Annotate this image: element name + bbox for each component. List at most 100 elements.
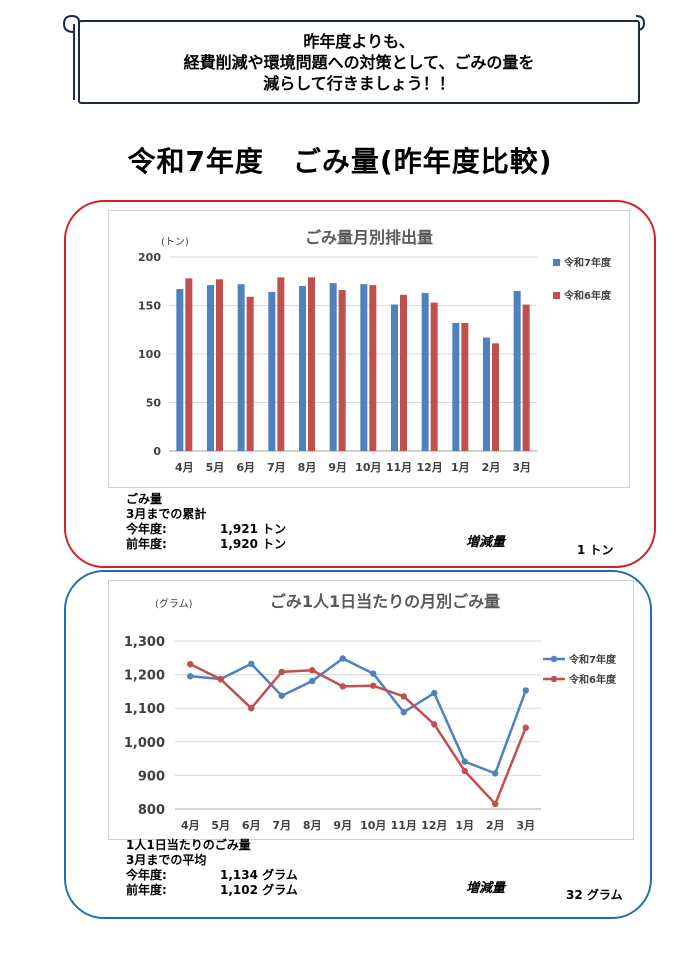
legend-swatch xyxy=(553,292,560,299)
y-axis-unit: (トン) xyxy=(161,237,189,248)
previous-year-value: 1,102 グラム xyxy=(220,883,298,897)
data-point xyxy=(309,677,316,685)
bar xyxy=(246,296,254,451)
previous-year-label: 前年度: xyxy=(126,537,167,551)
bar xyxy=(338,289,346,451)
y-tick-label: 1,100 xyxy=(124,702,165,717)
y-tick-label: 150 xyxy=(138,300,161,313)
stats-title: 1人1日当たりのごみ量 xyxy=(126,838,251,852)
legend-label: 令和6年度 xyxy=(568,673,617,686)
data-point xyxy=(339,683,346,690)
chart-title: ごみ量月別排出量 xyxy=(305,228,433,247)
x-tick-label: 1月 xyxy=(451,461,470,474)
x-tick-label: 11月 xyxy=(391,819,417,832)
data-point xyxy=(400,693,407,700)
bar xyxy=(299,286,306,451)
page-title: 令和7年度 ごみ量(昨年度比較) xyxy=(127,145,553,178)
x-tick-label: 9月 xyxy=(333,819,352,832)
diff-value: 1 トン xyxy=(577,543,614,557)
banner-line-2: 経費削減や環境問題への対策として、ごみの量を xyxy=(183,52,535,72)
stats-title: ごみ量 xyxy=(126,492,163,506)
bar xyxy=(268,291,276,451)
waste-amount-panel xyxy=(64,200,656,568)
per-capita-panel xyxy=(64,570,652,919)
stats-subtitle: 3月までの累計 xyxy=(126,507,207,521)
diff-label: 増減量 xyxy=(466,881,506,896)
y-tick-label: 800 xyxy=(138,803,165,818)
bar xyxy=(461,322,469,451)
bar xyxy=(492,343,499,451)
x-tick-label: 5月 xyxy=(211,819,230,832)
legend-swatch xyxy=(553,259,560,266)
data-point xyxy=(431,721,438,728)
x-tick-label: 6月 xyxy=(236,461,255,474)
bar xyxy=(513,290,521,451)
data-point xyxy=(278,692,285,699)
diff-value: 32 グラム xyxy=(566,888,623,902)
bar xyxy=(277,277,285,451)
bar xyxy=(207,285,214,451)
current-year-value: 1,921 トン xyxy=(220,522,287,536)
stats-subtitle: 3月までの平均 xyxy=(126,853,207,867)
current-year-label: 今年度: xyxy=(126,868,167,882)
monthly-waste-chart-box: ごみ量月別排出量 (トン) 0 50 100 150 200 4月 5月 6月 7月 8月 9月 10月 1… xyxy=(108,210,630,488)
data-point xyxy=(278,668,285,676)
per-capita-line-chart: ごみ1人1日当たりの月別ごみ量 (グラム) 800 900 1,000 1,100 1,20… xyxy=(124,592,617,832)
bar xyxy=(360,284,368,451)
bar xyxy=(308,277,315,451)
bar xyxy=(216,279,223,451)
bar xyxy=(329,283,337,451)
notice-banner: 昨年度よりも、 経費削減や環境問題への対策として、ごみの量を 減らして行きましょ… xyxy=(78,20,640,104)
legend-marker xyxy=(550,655,558,663)
x-tick-label: 7月 xyxy=(267,461,286,474)
legend-label: 令和7年度 xyxy=(563,256,612,269)
x-tick-label: 10月 xyxy=(360,819,386,832)
bar xyxy=(237,284,245,451)
bar xyxy=(369,285,377,451)
diff-label: 増減量 xyxy=(466,535,506,550)
data-point xyxy=(461,758,468,765)
x-tick-label: 3月 xyxy=(516,819,535,832)
x-tick-label: 8月 xyxy=(303,819,322,832)
banner-line-3: 減らして行きましょう！！ xyxy=(263,73,455,93)
bar xyxy=(391,304,398,451)
data-point xyxy=(461,767,468,775)
y-tick-label: 200 xyxy=(138,251,161,264)
current-year-label: 今年度: xyxy=(126,522,167,536)
x-tick-label: 5月 xyxy=(206,461,225,474)
x-tick-label: 4月 xyxy=(181,819,200,832)
legend-label: 令和7年度 xyxy=(568,653,617,666)
current-year-value: 1,134 グラム xyxy=(220,868,298,882)
data-point xyxy=(248,660,255,668)
y-tick-label: 1,300 xyxy=(124,635,165,650)
data-point xyxy=(400,709,407,716)
bar xyxy=(452,322,460,451)
y-tick-label: 50 xyxy=(146,397,162,410)
data-point xyxy=(370,670,377,677)
x-tick-label: 1月 xyxy=(455,819,474,832)
bar xyxy=(421,292,429,451)
x-tick-label: 12月 xyxy=(417,461,443,474)
per-capita-chart-box: ごみ1人1日当たりの月別ごみ量 (グラム) 800 900 1,000 1,100 1,20… xyxy=(108,580,634,840)
x-tick-label: 10月 xyxy=(355,461,381,474)
monthly-waste-bar-chart: ごみ量月別排出量 (トン) 0 50 100 150 200 4月 5月 6月 7月 8月 9月 10月 1… xyxy=(138,228,612,474)
x-tick-label: 4月 xyxy=(175,461,194,474)
bar xyxy=(176,289,184,451)
waste-total-stats: ごみ量 3月までの累計 今年度: 1,921 トン 前年度: 1,920 トン xyxy=(126,492,286,552)
x-tick-label: 6月 xyxy=(242,819,261,832)
x-tick-label: 12月 xyxy=(421,819,447,832)
per-capita-stats: 1人1日当たりのごみ量 3月までの平均 今年度: 1,134 グラム 前年度: 1,… xyxy=(126,838,298,898)
data-point xyxy=(248,705,255,712)
x-tick-label: 2月 xyxy=(486,819,505,832)
x-tick-label: 7月 xyxy=(272,819,291,832)
data-point xyxy=(431,689,438,697)
data-point xyxy=(522,724,529,731)
y-tick-label: 0 xyxy=(153,445,161,458)
banner-line-1: 昨年度よりも、 xyxy=(303,31,415,51)
y-tick-label: 1,000 xyxy=(124,736,165,751)
y-axis-unit: (グラム) xyxy=(155,597,193,610)
data-point xyxy=(522,687,529,694)
previous-year-label: 前年度: xyxy=(126,883,167,897)
x-tick-label: 11月 xyxy=(386,461,412,474)
data-point xyxy=(492,800,499,808)
